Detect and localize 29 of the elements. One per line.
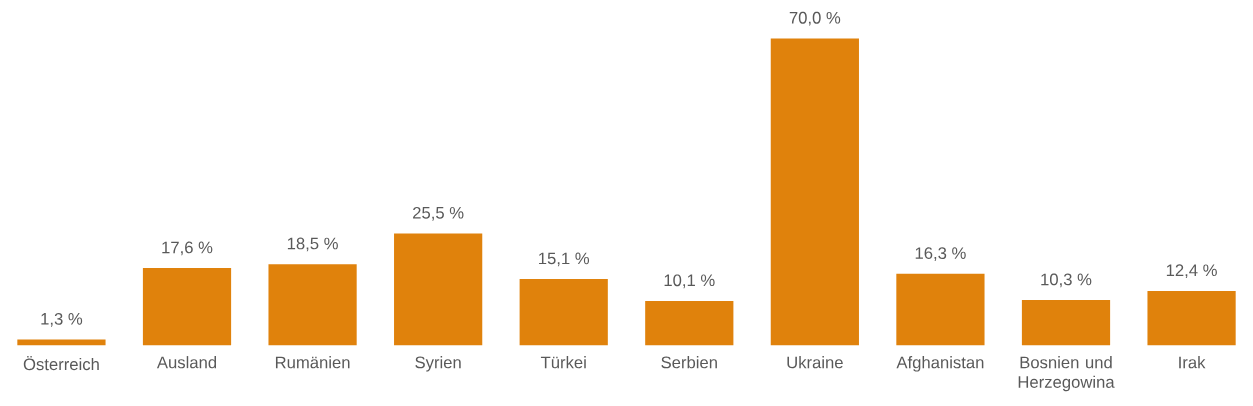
bar (519, 279, 608, 346)
data-label: 15,1 % (539, 252, 590, 267)
data-label: 10,1 % (664, 274, 715, 289)
bar (268, 264, 357, 346)
x-tick-label: Österreich (23, 356, 99, 371)
x-tick-label: Serbien (661, 356, 717, 369)
bar (1147, 290, 1236, 346)
data-label: 12,4 % (1166, 264, 1217, 279)
bar (770, 38, 859, 346)
bar (1021, 300, 1111, 346)
data-label: 17,6 % (162, 241, 213, 256)
x-tick-label: Bosnien und Herzegowina (1018, 356, 1115, 392)
bar (896, 273, 985, 346)
x-tick-label: Afghanistan (896, 356, 984, 372)
bar (645, 300, 734, 346)
x-tick-label: Ausland (156, 356, 217, 369)
x-tick-label: Türkei (540, 356, 586, 369)
bar (142, 268, 232, 346)
data-label: 70,0 % (789, 11, 841, 26)
x-tick-label: Irak (1179, 356, 1206, 369)
data-label: 10,3 % (1041, 273, 1092, 288)
bar (394, 233, 483, 346)
x-tick-label: Rumänien (275, 356, 350, 369)
data-label: 16,3 % (915, 247, 966, 261)
data-label: 1,3 % (41, 312, 83, 327)
data-label: 25,5 % (413, 206, 464, 221)
x-tick-label: Ukraine (787, 356, 843, 369)
x-tick-label: Syrien (415, 356, 461, 372)
data-label: 18,5 % (287, 237, 338, 252)
